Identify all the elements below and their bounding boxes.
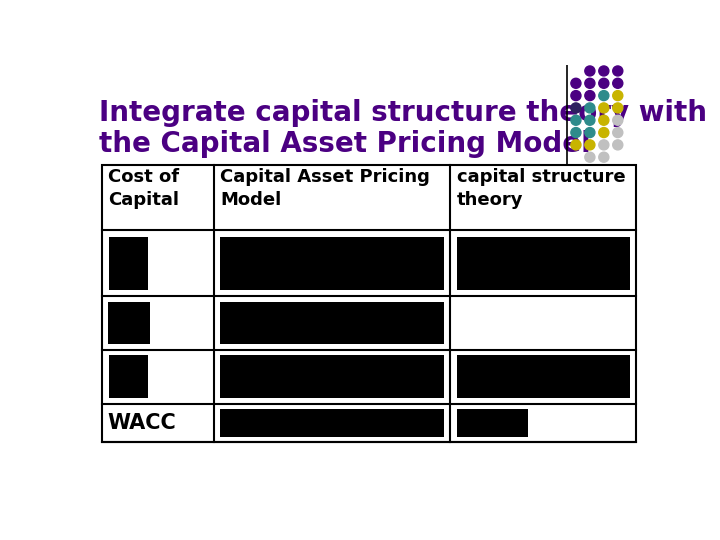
Circle shape <box>613 66 623 76</box>
Circle shape <box>571 115 581 125</box>
Bar <box>220 302 444 343</box>
Circle shape <box>585 103 595 113</box>
Bar <box>220 237 444 289</box>
Circle shape <box>585 78 595 88</box>
Circle shape <box>571 103 581 113</box>
Bar <box>456 355 630 398</box>
Circle shape <box>599 127 609 138</box>
Circle shape <box>613 103 623 113</box>
Circle shape <box>599 103 609 113</box>
Circle shape <box>571 140 581 150</box>
Circle shape <box>585 66 595 76</box>
Circle shape <box>599 66 609 76</box>
Bar <box>109 355 148 398</box>
Circle shape <box>585 115 595 125</box>
Text: Cost of
Capital: Cost of Capital <box>108 168 179 209</box>
Circle shape <box>571 127 581 138</box>
Circle shape <box>599 78 609 88</box>
Text: capital structure
theory: capital structure theory <box>456 168 625 209</box>
Text: Integrate capital structure theory with: Integrate capital structure theory with <box>99 99 707 127</box>
Bar <box>108 302 150 343</box>
Circle shape <box>599 140 609 150</box>
Circle shape <box>613 127 623 138</box>
Bar <box>109 237 148 289</box>
Circle shape <box>585 127 595 138</box>
Circle shape <box>585 91 595 100</box>
Text: Capital Asset Pricing
Model: Capital Asset Pricing Model <box>220 168 430 209</box>
Text: WACC: WACC <box>108 413 176 433</box>
Circle shape <box>613 115 623 125</box>
Bar <box>456 409 528 437</box>
Text: the Capital Asset Pricing Model: the Capital Asset Pricing Model <box>99 130 591 158</box>
Circle shape <box>613 78 623 88</box>
Bar <box>102 165 636 442</box>
Circle shape <box>599 152 609 162</box>
Circle shape <box>571 91 581 100</box>
Bar <box>220 355 444 398</box>
Circle shape <box>571 78 581 88</box>
Circle shape <box>599 115 609 125</box>
Circle shape <box>585 140 595 150</box>
Circle shape <box>613 140 623 150</box>
Bar <box>220 409 444 437</box>
Circle shape <box>585 152 595 162</box>
Circle shape <box>599 91 609 100</box>
Bar <box>456 237 630 289</box>
Circle shape <box>613 91 623 100</box>
